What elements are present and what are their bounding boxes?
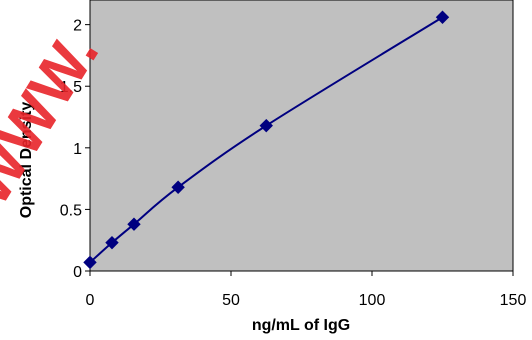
data-point [259,118,273,133]
data-point [127,217,141,231]
plot-area [89,0,514,272]
y-tick-label: 1.5 [60,79,82,96]
data-point [435,10,450,24]
series-layer [83,10,450,270]
x-axis-ticks: 0 50 100 150 [86,271,527,309]
x-axis-title: ng/mL of IgG [252,317,350,334]
y-axis-ticks: 0 0.5 1 1.5 2 [60,18,90,281]
x-tick-label: 100 [359,292,386,309]
x-tick-label: 0 [86,292,95,309]
data-point [171,180,185,194]
data-point [105,235,119,250]
y-axis-title: Optical Density [18,102,35,219]
y-tick-label: 0 [73,264,82,281]
y-tick-label: 2 [73,18,82,35]
y-tick-label: 0.5 [60,202,82,219]
data-point [83,255,97,270]
x-tick-label: 50 [222,292,240,309]
y-tick-label: 1 [73,141,82,158]
x-tick-label: 150 [500,292,527,309]
